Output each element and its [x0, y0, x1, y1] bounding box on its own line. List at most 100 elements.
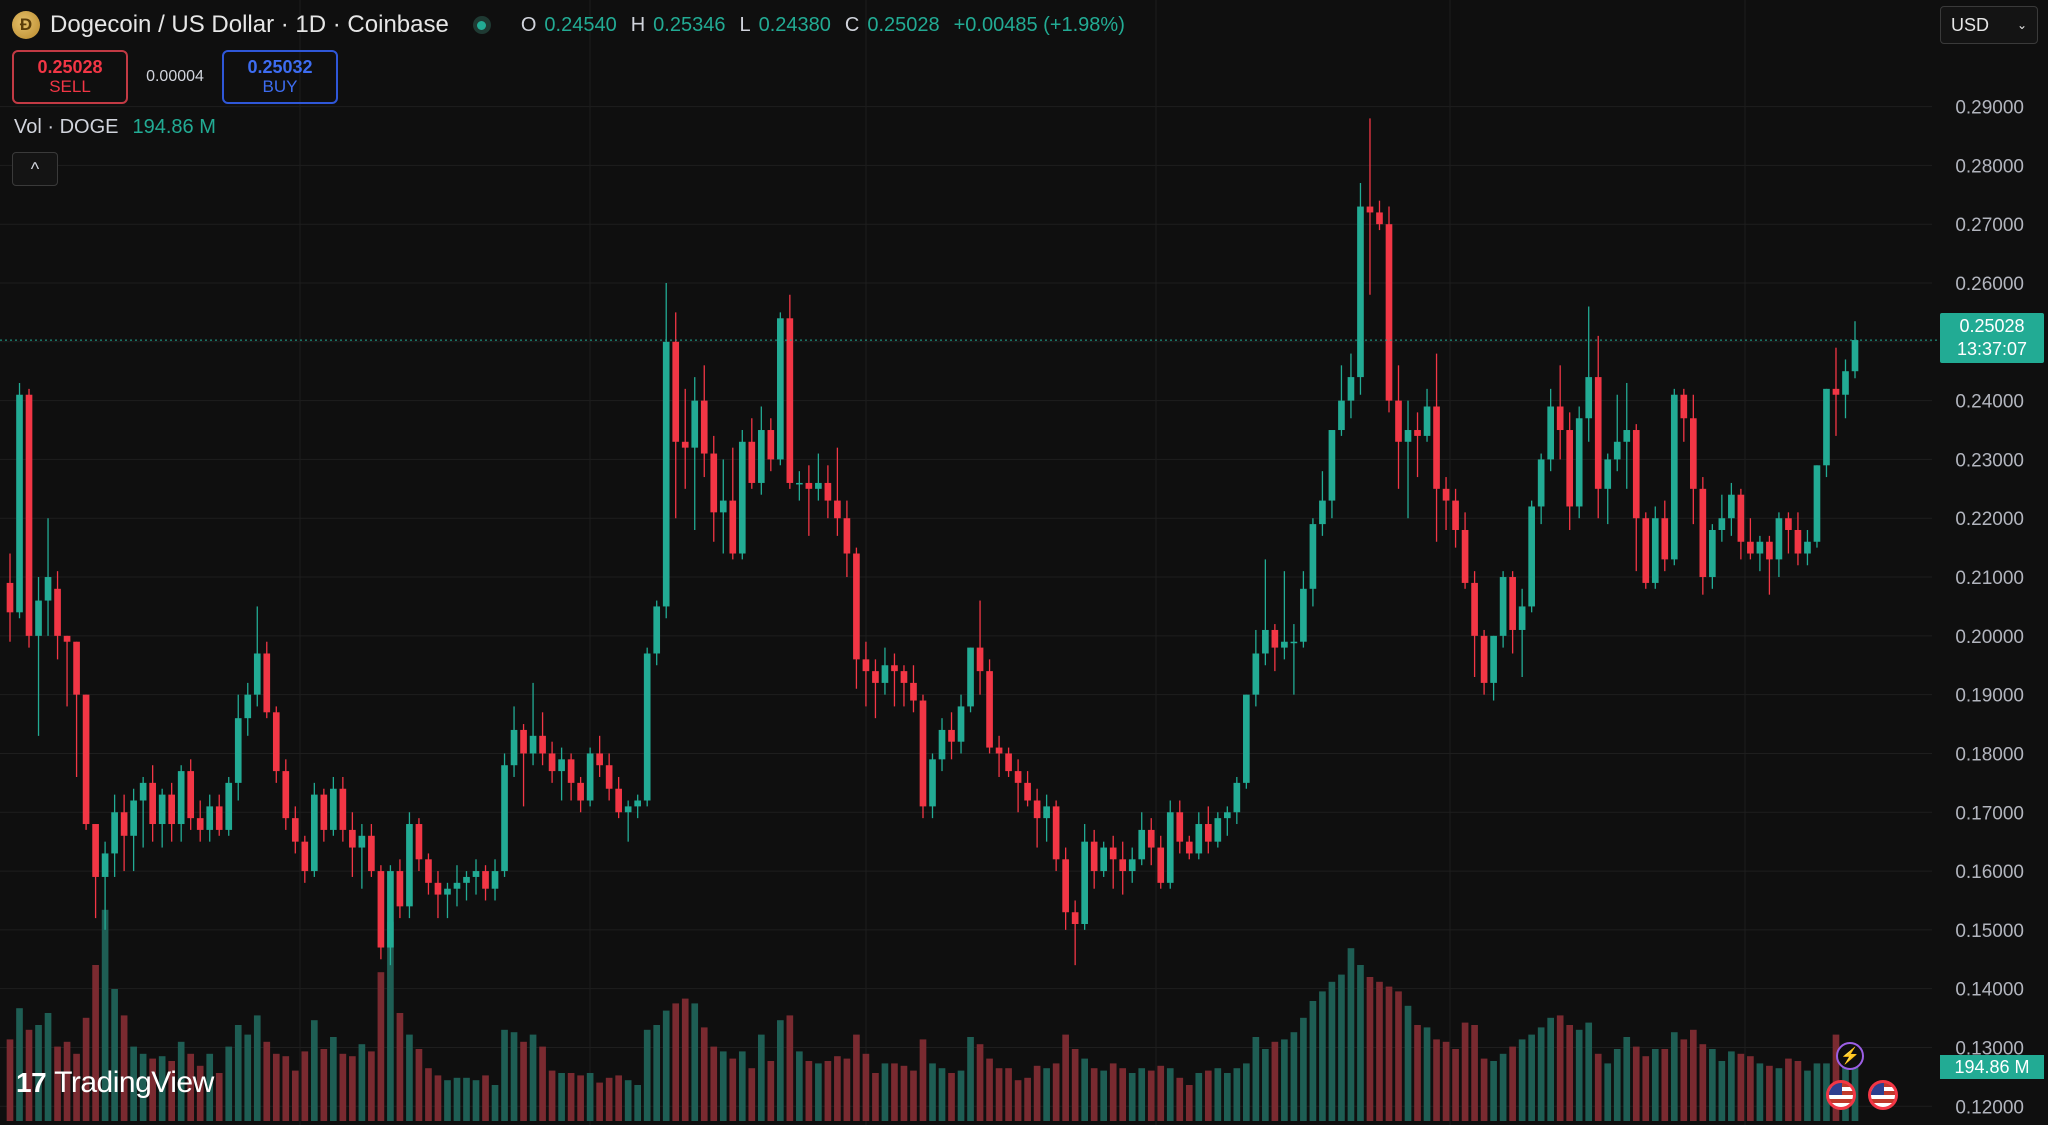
- candle-body: [824, 482, 832, 501]
- volume-bar: [1157, 1065, 1165, 1121]
- volume-bar: [1490, 1061, 1497, 1121]
- volume-bar: [1309, 1001, 1317, 1121]
- candle-body: [738, 441, 746, 554]
- volume-bar: [1689, 1029, 1697, 1121]
- candle-body: [16, 394, 23, 613]
- volume-bar: [1081, 1058, 1088, 1121]
- volume-bar: [1404, 1005, 1412, 1121]
- candle-body: [368, 835, 375, 872]
- currency-select[interactable]: USD ⌄: [1940, 6, 2038, 44]
- current-price-label: 0.25028 13:37:07: [1940, 313, 2044, 363]
- candle-body: [1613, 441, 1621, 460]
- candle-body: [539, 735, 546, 754]
- candle-body: [1024, 782, 1031, 801]
- volume-bar: [1632, 1046, 1640, 1121]
- volume-bar: [1461, 1022, 1469, 1121]
- volume-bar: [891, 1063, 898, 1121]
- volume-value: 194.86 M: [132, 116, 216, 138]
- volume-bar: [358, 1044, 366, 1121]
- volume-bar: [215, 1073, 223, 1121]
- candle-body: [815, 482, 822, 489]
- buy-button[interactable]: 0.25032 BUY: [222, 50, 338, 104]
- candle-body: [482, 871, 489, 889]
- market-status-icon[interactable]: [472, 16, 491, 34]
- volume-bar: [1594, 1053, 1602, 1121]
- candle-body: [1680, 394, 1688, 419]
- current-price-value: 0.25028: [1959, 316, 2025, 336]
- tradingview-logo[interactable]: 17 TradingView: [16, 1066, 214, 1100]
- volume-bar: [1043, 1068, 1050, 1121]
- volume-bar: [44, 1013, 52, 1121]
- candle-body: [1328, 430, 1336, 501]
- volume-bar: [377, 972, 385, 1121]
- candle-body: [1223, 812, 1231, 819]
- symbol-title[interactable]: Dogecoin / US Dollar · 1D · Coinbase: [50, 11, 449, 38]
- volume-bar: [976, 1044, 984, 1121]
- candle-body: [1851, 340, 1859, 372]
- volume-bar: [501, 1029, 508, 1121]
- volume-bar: [1414, 1025, 1421, 1121]
- volume-bar: [311, 1020, 318, 1121]
- candle-body: [349, 829, 356, 848]
- candle-body: [491, 871, 499, 889]
- candle-body: [1347, 377, 1355, 401]
- us-flag-event-icon[interactable]: [1826, 1080, 1856, 1110]
- volume-legend[interactable]: Vol · DOGE 194.86 M: [14, 116, 216, 139]
- candle-body: [1281, 641, 1288, 648]
- candle-body: [1499, 577, 1507, 636]
- volume-bar: [777, 1020, 784, 1121]
- ohlc-legend: O 0.24540 H 0.25346 L 0.24380 C 0.25028 +0.0…: [521, 14, 1125, 37]
- lightning-event-icon[interactable]: ⚡: [1836, 1042, 1864, 1070]
- collapse-legend-button[interactable]: ^: [12, 152, 58, 186]
- volume-bar: [919, 1039, 927, 1121]
- candle-body: [615, 788, 622, 813]
- sell-button[interactable]: 0.25028 SELL: [12, 50, 128, 104]
- candlestick-series: [6, 118, 1859, 966]
- candle-body: [872, 671, 879, 683]
- volume-bar: [577, 1075, 584, 1121]
- candle-body: [406, 824, 413, 907]
- close-label: C: [844, 13, 860, 36]
- volume-bar: [1138, 1068, 1146, 1121]
- volume-bar: [63, 1041, 71, 1121]
- volume-bar: [1613, 1049, 1621, 1121]
- candle-body: [177, 771, 185, 825]
- candle-body: [529, 735, 537, 754]
- open-label: O: [520, 13, 537, 36]
- volume-bar: [1195, 1073, 1203, 1121]
- volume-bar: [1214, 1068, 1222, 1121]
- candle-body: [919, 700, 927, 807]
- candle-body: [1623, 430, 1631, 442]
- close-value: 0.25028: [867, 13, 940, 36]
- candle-body: [643, 653, 651, 801]
- volume-bar: [862, 1053, 870, 1121]
- candle-body: [1471, 582, 1478, 636]
- candle-body: [900, 671, 908, 683]
- candle-body: [786, 318, 794, 483]
- volume-bar: [634, 1085, 642, 1121]
- candle-body: [25, 394, 33, 636]
- candle-body: [1718, 518, 1726, 530]
- volume-bar: [1176, 1077, 1184, 1121]
- candle-body: [377, 871, 385, 948]
- volume-bar: [948, 1073, 955, 1121]
- candle-body: [263, 653, 271, 713]
- volume-label: Vol · DOGE: [14, 116, 119, 138]
- candle-body: [1271, 629, 1279, 648]
- candle-body: [558, 759, 565, 772]
- candle-body: [1689, 418, 1697, 489]
- volume-bar: [719, 1051, 727, 1121]
- volume-bar: [491, 1085, 499, 1121]
- candle-body: [710, 453, 718, 513]
- candle-body: [425, 859, 432, 883]
- volume-bar: [805, 1061, 813, 1121]
- candle-body: [1423, 406, 1431, 436]
- candle-body: [311, 794, 318, 872]
- volume-bar: [244, 1034, 252, 1121]
- volume-bar: [282, 1056, 290, 1121]
- volume-bar: [339, 1053, 347, 1121]
- volume-bar: [1575, 1029, 1583, 1121]
- volume-bar: [929, 1063, 936, 1121]
- us-flag-event-icon[interactable]: [1868, 1080, 1898, 1110]
